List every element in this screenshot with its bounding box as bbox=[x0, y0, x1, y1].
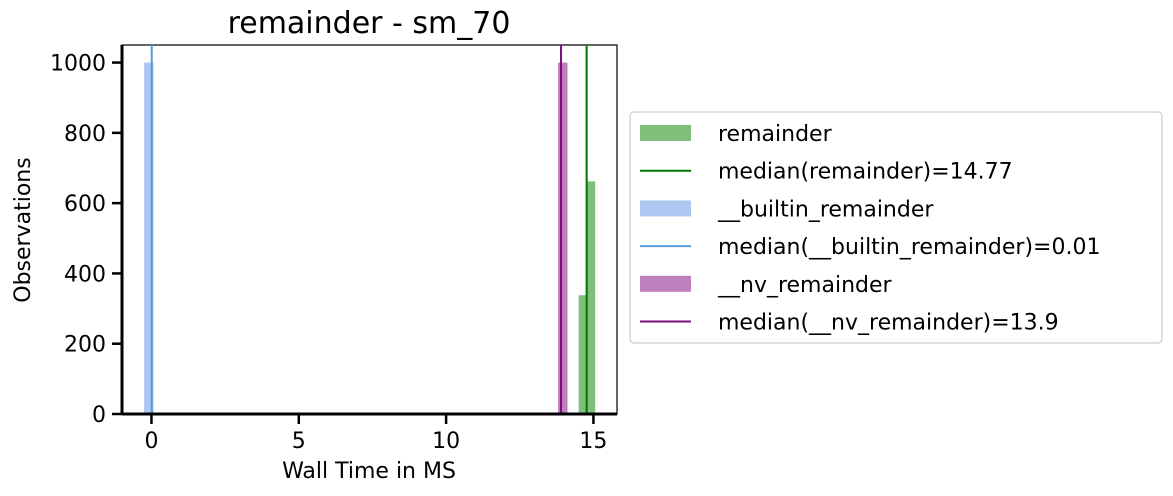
plot-frame bbox=[121, 44, 618, 415]
y-tick-label-800: 800 bbox=[64, 122, 106, 147]
chart-title: remainder - sm_70 bbox=[228, 6, 511, 41]
legend-label-4: __nv_remainder bbox=[717, 273, 893, 298]
x-axis-label: Wall Time in MS bbox=[282, 459, 456, 484]
y-tick-label-0: 0 bbox=[92, 403, 106, 428]
y-axis: 0 200 400 600 800 1000 bbox=[50, 45, 124, 428]
legend-swatch-4 bbox=[640, 275, 691, 292]
y-tick-label-600: 600 bbox=[64, 192, 106, 217]
x-tick-label-15: 15 bbox=[579, 429, 607, 454]
x-tick-label-10: 10 bbox=[432, 429, 460, 454]
legend-frame bbox=[629, 111, 1163, 344]
legend-label-3: median(__builtin_remainder)=0.01 bbox=[718, 235, 1100, 260]
plot-area bbox=[121, 44, 618, 415]
bars-layer bbox=[144, 62, 596, 414]
bar-builtin-remainder-0 bbox=[144, 62, 154, 414]
legend: remainder median(remainder)=14.77 __builti… bbox=[629, 111, 1163, 344]
legend-swatch-2 bbox=[640, 200, 691, 217]
bar-remainder-0 bbox=[578, 295, 587, 414]
y-tick-label-200: 200 bbox=[64, 333, 106, 358]
bar-nv-remainder-0 bbox=[558, 62, 568, 414]
x-axis: 0 5 10 15 bbox=[122, 412, 617, 454]
y-axis-label: Observations bbox=[11, 157, 36, 302]
legend-items: remainder median(remainder)=14.77 __builti… bbox=[640, 122, 1100, 336]
y-tick-label-1000: 1000 bbox=[50, 52, 106, 77]
legend-label-5: median(__nv_remainder)=13.9 bbox=[718, 311, 1059, 336]
legend-label-0: remainder bbox=[718, 122, 833, 147]
legend-label-2: __builtin_remainder bbox=[717, 197, 934, 222]
legend-swatch-0 bbox=[640, 125, 691, 141]
bar-remainder-1 bbox=[586, 181, 596, 414]
x-tick-label-5: 5 bbox=[292, 429, 306, 454]
legend-label-1: median(remainder)=14.77 bbox=[718, 160, 1013, 185]
y-tick-label-400: 400 bbox=[64, 262, 106, 287]
x-tick-label-0: 0 bbox=[144, 429, 158, 454]
medians-layer bbox=[150, 45, 588, 414]
